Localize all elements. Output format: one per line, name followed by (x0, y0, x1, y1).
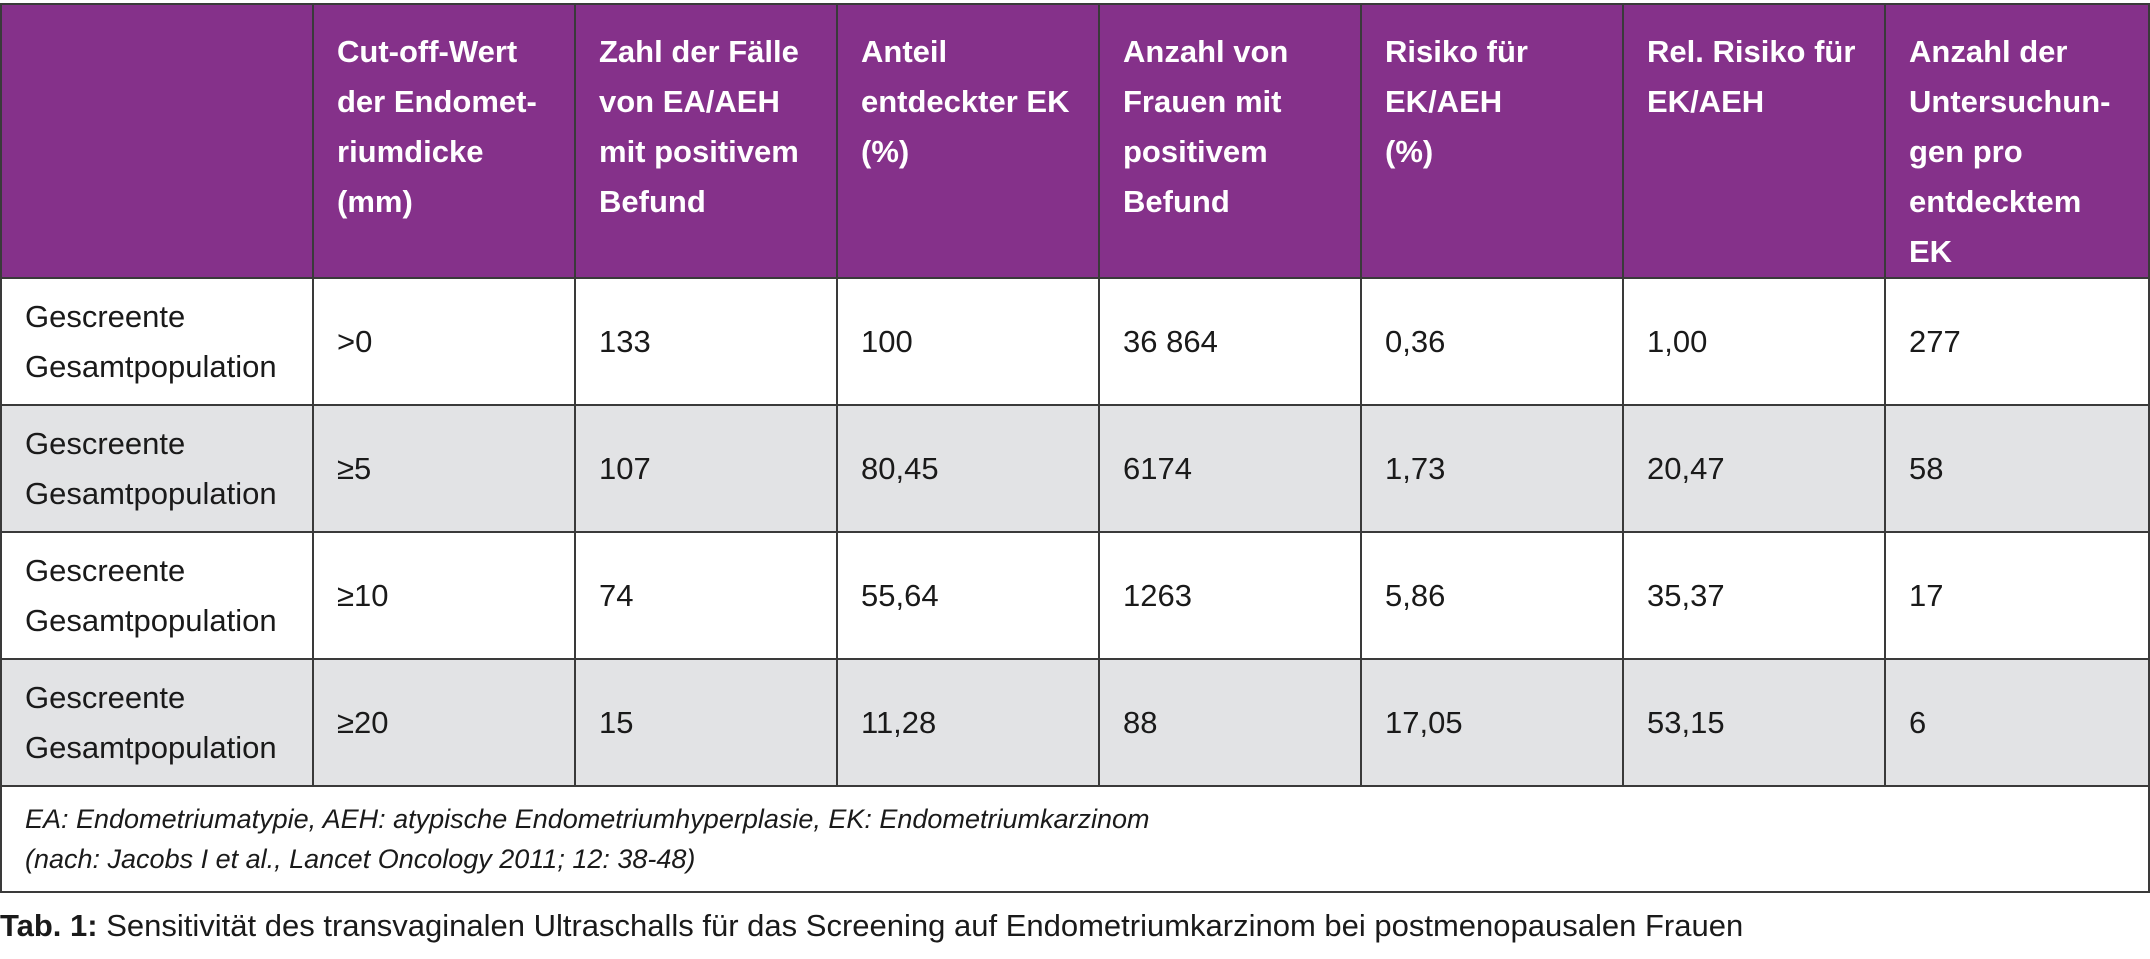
caption-text: Sensitivität des transvaginalen Ultrasch… (97, 908, 1744, 943)
table-row: Gescreente Gesamtpopulation ≥10 74 55,64… (0, 531, 2150, 660)
header-row: Cut-off-Wert der Endomet- riumdicke (mm)… (0, 3, 2150, 279)
cell-exams-per-case: 17 (1884, 531, 2150, 660)
cell-risk: 0,36 (1360, 277, 1624, 406)
cell-cases: 133 (574, 277, 838, 406)
table-caption: Tab. 1: Sensitivität des transvaginalen … (0, 904, 1743, 948)
cell-population: Gescreente Gesamtpopulation (0, 531, 314, 660)
header-cell-exams-per-case: Anzahl der Untersuchun- gen pro entdeckt… (1884, 3, 2150, 279)
cell-population: Gescreente Gesamtpopulation (0, 658, 314, 787)
cell-share-detected: 80,45 (836, 404, 1100, 533)
cell-risk: 17,05 (1360, 658, 1624, 787)
cell-relative-risk: 35,37 (1622, 531, 1886, 660)
header-cell-risk: Risiko für EK/AEH (%) (1360, 3, 1624, 279)
cell-cases: 74 (574, 531, 838, 660)
table-row: Gescreente Gesamtpopulation >0 133 100 3… (0, 277, 2150, 406)
cell-cutoff: >0 (312, 277, 576, 406)
cell-exams-per-case: 58 (1884, 404, 2150, 533)
cell-cases: 107 (574, 404, 838, 533)
cell-exams-per-case: 6 (1884, 658, 2150, 787)
caption-label: Tab. 1: (0, 908, 98, 943)
header-cell-women-positive: Anzahl von Frauen mit positivem Befund (1098, 3, 1362, 279)
cell-risk: 5,86 (1360, 531, 1624, 660)
footnote-abbreviations: EA: Endometriumatypie, AEH: atypische En… (25, 804, 1150, 834)
cell-cutoff: ≥5 (312, 404, 576, 533)
header-cell-relative-risk: Rel. Risiko für EK/AEH (1622, 3, 1886, 279)
header-cell-cutoff: Cut-off-Wert der Endomet- riumdicke (mm) (312, 3, 576, 279)
cell-cutoff: ≥20 (312, 658, 576, 787)
cell-relative-risk: 20,47 (1622, 404, 1886, 533)
cell-women-positive: 1263 (1098, 531, 1362, 660)
table-header: Cut-off-Wert der Endomet- riumdicke (mm)… (0, 3, 2150, 279)
cell-relative-risk: 53,15 (1622, 658, 1886, 787)
cell-women-positive: 6174 (1098, 404, 1362, 533)
header-cell-empty (0, 3, 314, 279)
table-row: Gescreente Gesamtpopulation ≥20 15 11,28… (0, 658, 2150, 787)
cell-exams-per-case: 277 (1884, 277, 2150, 406)
cell-share-detected: 100 (836, 277, 1100, 406)
table-footnote: EA: Endometriumatypie, AEH: atypische En… (0, 785, 2150, 893)
cell-population: Gescreente Gesamtpopulation (0, 277, 314, 406)
cell-share-detected: 55,64 (836, 531, 1100, 660)
cell-cutoff: ≥10 (312, 531, 576, 660)
footnote-source: (nach: Jacobs I et al., Lancet Oncology … (25, 844, 696, 874)
data-table: Cut-off-Wert der Endomet- riumdicke (mm)… (0, 3, 2150, 893)
cell-relative-risk: 1,00 (1622, 277, 1886, 406)
table-row: Gescreente Gesamtpopulation ≥5 107 80,45… (0, 404, 2150, 533)
header-cell-share-detected: Anteil entdeckter EK (%) (836, 3, 1100, 279)
cell-women-positive: 36 864 (1098, 277, 1362, 406)
cell-share-detected: 11,28 (836, 658, 1100, 787)
cell-women-positive: 88 (1098, 658, 1362, 787)
cell-risk: 1,73 (1360, 404, 1624, 533)
cell-cases: 15 (574, 658, 838, 787)
table-body: Gescreente Gesamtpopulation >0 133 100 3… (0, 277, 2150, 893)
footnote-row: EA: Endometriumatypie, AEH: atypische En… (0, 785, 2150, 893)
header-cell-cases: Zahl der Fälle von EA/AEH mit positivem … (574, 3, 838, 279)
cell-population: Gescreente Gesamtpopulation (0, 404, 314, 533)
